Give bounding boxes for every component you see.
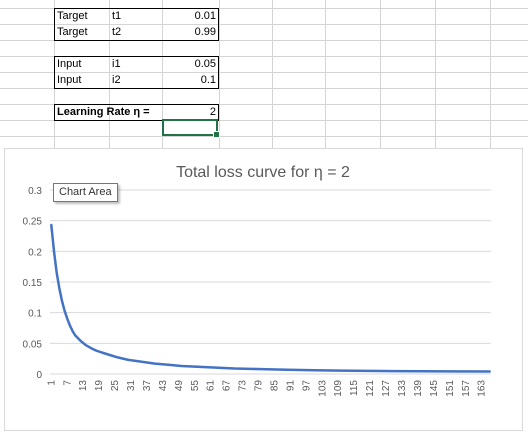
cell-input-label-1[interactable]: Input: [57, 58, 82, 70]
y-tick-label: 0.15: [23, 278, 43, 289]
x-tick-label: 7: [62, 380, 73, 386]
x-tick-label: 163: [477, 380, 488, 397]
x-tick-label: 91: [285, 380, 296, 392]
x-tick-label: 145: [429, 380, 440, 397]
chart-area-tooltip: Chart Area: [53, 183, 118, 202]
fill-handle[interactable]: [213, 131, 220, 138]
x-tick-label: 157: [461, 380, 472, 397]
x-tick-label: 151: [445, 380, 456, 397]
x-tick-label: 43: [158, 380, 169, 392]
cell-input-value-2[interactable]: 0.1: [200, 74, 216, 86]
y-tick-label: 0.3: [28, 186, 42, 197]
cell-target-value-2[interactable]: 0.99: [194, 26, 216, 38]
cell-learning-rate-label[interactable]: Learning Rate η =: [57, 106, 150, 118]
cell-input-value-1[interactable]: 0.05: [194, 58, 216, 70]
x-tick-label: 61: [206, 380, 217, 392]
x-tick-label: 13: [78, 380, 89, 392]
cell-target-name-2[interactable]: t2: [112, 26, 122, 38]
cell-input-name-2[interactable]: i2: [112, 74, 121, 86]
x-tick-label: 127: [381, 380, 392, 397]
y-tick-label: 0.2: [28, 247, 42, 258]
x-tick-label: 109: [333, 380, 344, 397]
x-tick-label: 37: [142, 380, 153, 392]
cell-target-value-1[interactable]: 0.01: [194, 10, 216, 22]
y-tick-label: 0.05: [23, 339, 43, 350]
x-tick-label: 139: [413, 380, 424, 397]
x-tick-label: 115: [349, 380, 360, 396]
x-tick-label: 55: [190, 380, 201, 392]
x-tick-label: 1: [46, 380, 57, 386]
active-cell-selection[interactable]: [162, 119, 220, 138]
x-tick-label: 133: [397, 380, 408, 397]
x-tick-label: 67: [222, 380, 233, 392]
cell-learning-rate-value[interactable]: 2: [209, 106, 216, 118]
cell-input-label-2[interactable]: Input: [57, 74, 82, 86]
x-tick-label: 103: [317, 380, 328, 397]
x-tick-label: 79: [254, 380, 265, 392]
x-tick-label: 121: [365, 380, 376, 397]
x-tick-label: 25: [110, 380, 121, 392]
cell-target-name-1[interactable]: t1: [112, 10, 122, 22]
cell-target-label-2[interactable]: Target: [57, 26, 88, 38]
y-tick-label: 0.25: [23, 217, 43, 228]
x-tick-label: 85: [269, 380, 280, 392]
chart-title: Total loss curve for η = 2: [176, 164, 350, 181]
cell-input-name-1[interactable]: i1: [112, 58, 121, 70]
loss-series-line: [50, 223, 491, 373]
x-tick-label: 73: [238, 380, 249, 392]
x-tick-label: 49: [174, 380, 185, 392]
x-tick-label: 19: [94, 380, 105, 392]
cell-target-label-1[interactable]: Target: [57, 10, 88, 22]
x-tick-label: 97: [301, 380, 312, 392]
y-tick-label: 0: [36, 370, 42, 381]
x-tick-label: 31: [126, 380, 137, 392]
y-tick-label: 0.1: [28, 309, 42, 320]
